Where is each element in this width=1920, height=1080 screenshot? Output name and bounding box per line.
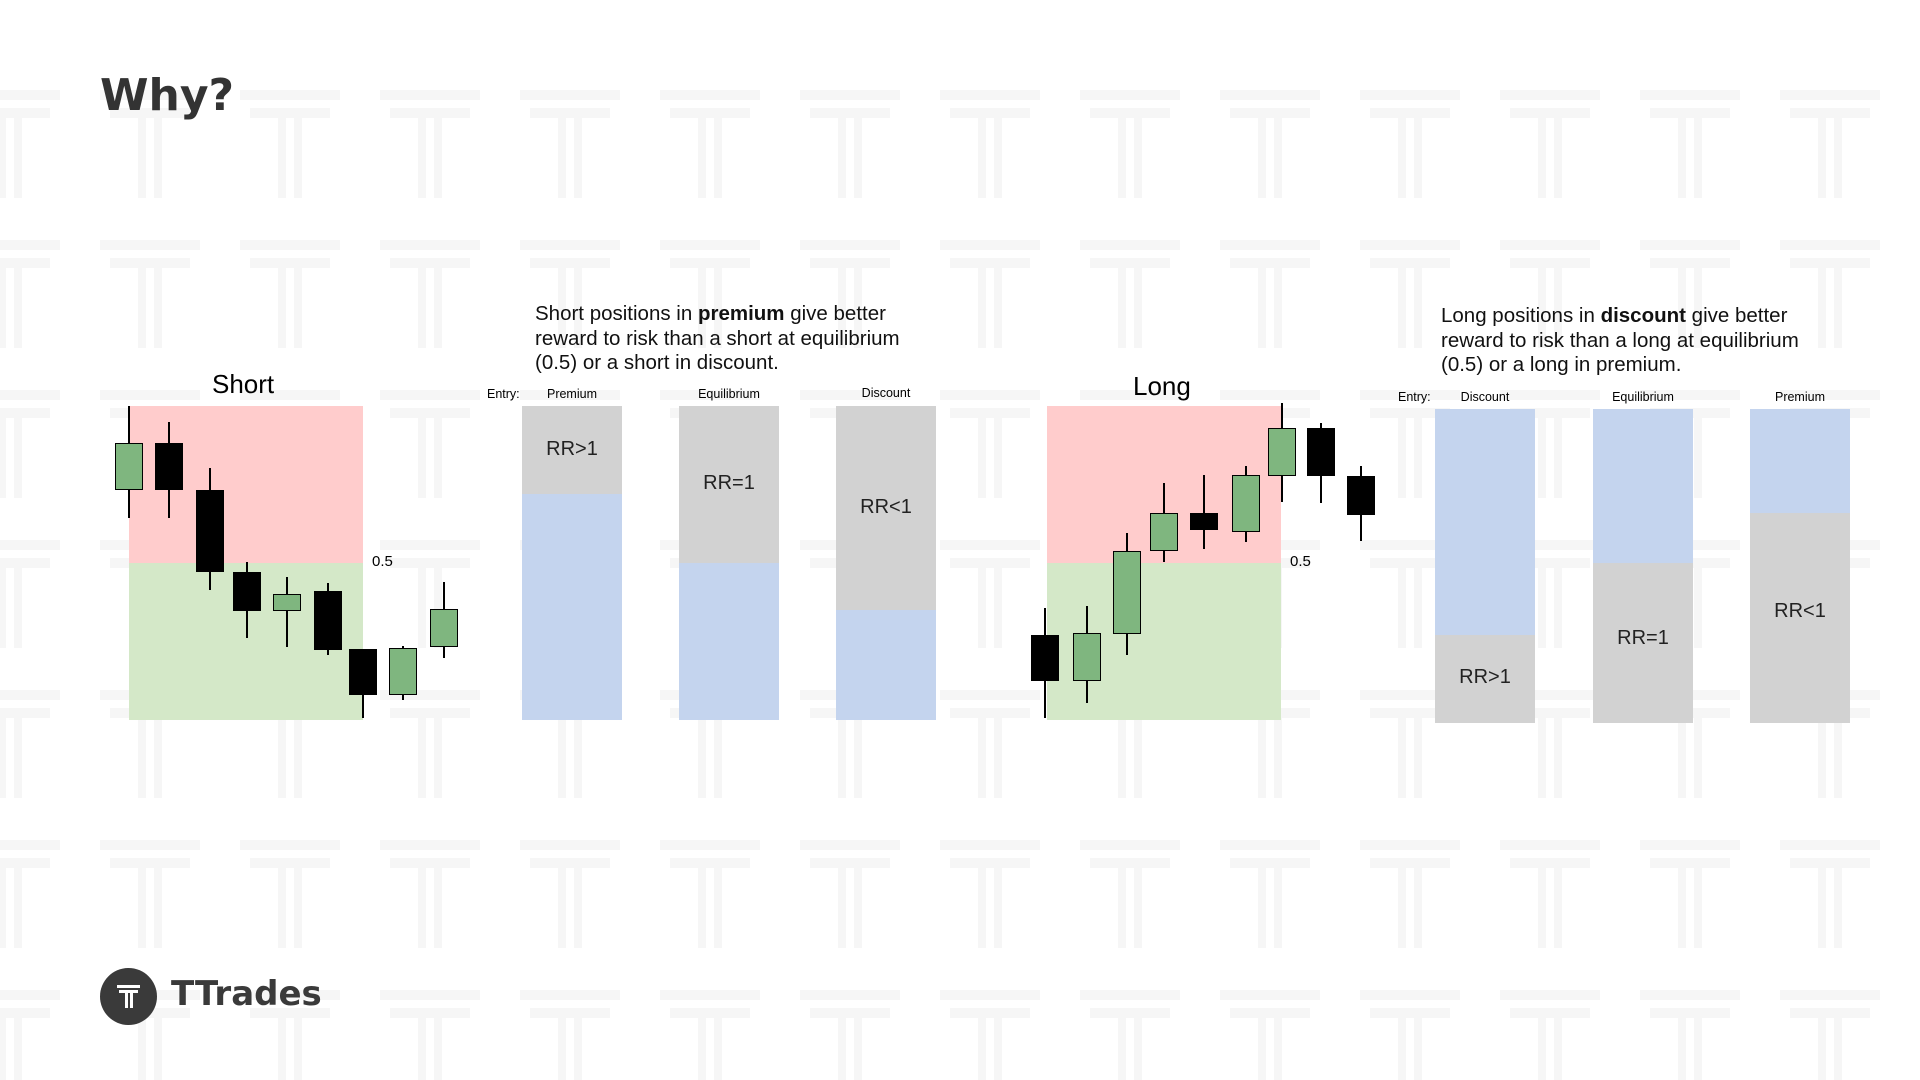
short-discount-risk-segment — [836, 406, 936, 611]
short-entry-label: Entry: — [487, 387, 520, 401]
long-equilibrium-reward-segment — [1593, 409, 1693, 563]
brand-name: TTrades — [171, 974, 322, 1014]
short-equilibrium-reward-segment — [679, 563, 779, 720]
long-description-post: give better reward to risk than a long a… — [1441, 304, 1799, 376]
long-discount-reward-segment — [1435, 409, 1535, 636]
long-mid-label: 0.5 — [1290, 553, 1311, 570]
long-rr-text-equilibrium: RR=1 — [1617, 627, 1669, 649]
bullish-candle — [1073, 633, 1101, 681]
short-premium-reward-segment — [522, 493, 622, 720]
short-chart-title: Short — [212, 369, 275, 399]
bullish-candle — [115, 443, 143, 490]
short-discount-reward-segment — [836, 610, 936, 720]
bullish-candle — [430, 609, 458, 647]
bullish-candle — [1150, 513, 1178, 551]
long-premium-risk-segment — [1750, 512, 1850, 723]
candle-wick — [1203, 475, 1205, 549]
long-rr-text-discount: RR>1 — [1459, 666, 1511, 688]
bullish-candle — [1232, 475, 1260, 532]
long-equilibrium-risk-segment — [1593, 562, 1693, 723]
long-description-pre: Long positions in — [1441, 304, 1601, 327]
short-description: Short positions in premium give better r… — [535, 302, 925, 376]
short-description-post: give better reward to risk than a short … — [535, 302, 900, 374]
short-equilibrium-risk-segment — [679, 406, 779, 563]
long-chart-title: Long — [1133, 371, 1191, 401]
bearish-candle — [314, 591, 342, 650]
ttrades-logo-icon — [100, 968, 157, 1025]
long-bar-label-discount: Discount — [1460, 390, 1510, 404]
bearish-candle — [1347, 476, 1375, 515]
short-bar-label-equilibrium: Equilibrium — [698, 387, 760, 401]
bearish-candle — [196, 490, 224, 572]
long-discount-risk-segment — [1435, 635, 1535, 723]
bullish-candle — [1113, 551, 1141, 634]
slide-title: Why? — [100, 70, 235, 121]
short-premium-risk-segment — [522, 406, 622, 494]
short-rr-text-premium: RR>1 — [546, 438, 598, 460]
long-entry-label: Entry: — [1398, 390, 1431, 404]
short-mid-label: 0.5 — [372, 553, 393, 570]
short-bar-label-discount: Discount — [861, 386, 911, 400]
bearish-candle — [155, 443, 183, 490]
bullish-candle — [1268, 428, 1296, 476]
bullish-candle — [273, 594, 301, 611]
short-description-pre: Short positions in — [535, 302, 698, 325]
short-description-bold: premium — [697, 302, 785, 325]
bearish-candle — [1031, 635, 1059, 681]
long-description: Long positions in discount give better r… — [1441, 304, 1831, 378]
long-bar-label-equilibrium: Equilibrium — [1612, 390, 1674, 404]
bearish-candle — [349, 649, 377, 695]
bearish-candle — [1307, 428, 1335, 476]
short-bar-label-premium: Premium — [546, 387, 597, 401]
long-rr-text-premium: RR<1 — [1774, 600, 1826, 622]
long-bar-label-premium: Premium — [1774, 390, 1825, 404]
bearish-candle — [1190, 513, 1218, 530]
bearish-candle — [233, 572, 261, 611]
long-description-bold: discount — [1600, 304, 1686, 327]
long-premium-reward-segment — [1750, 409, 1850, 513]
candle-wick — [286, 577, 288, 647]
short-rr-text-equilibrium: RR=1 — [703, 472, 755, 494]
short-rr-text-discount: RR<1 — [860, 496, 912, 518]
bullish-candle — [389, 648, 417, 695]
